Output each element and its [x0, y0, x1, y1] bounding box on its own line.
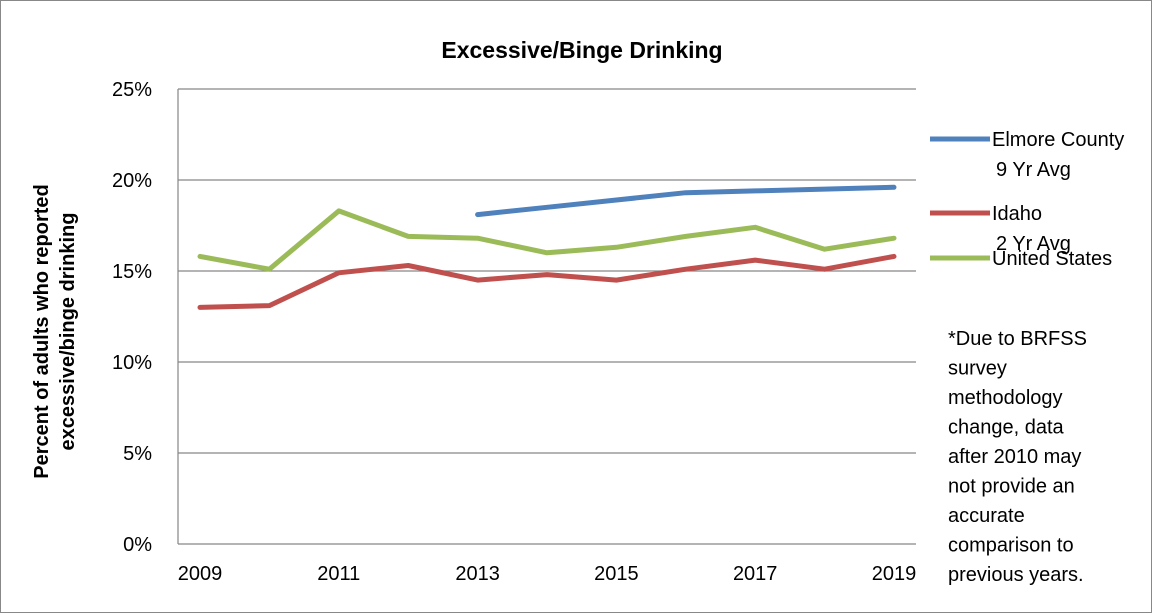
gridlines	[177, 88, 916, 545]
y-tick-label: 20%	[112, 170, 152, 192]
note-line: not provide an	[948, 476, 1075, 498]
series-line-1	[197, 253, 897, 310]
note-line: previous years.	[948, 564, 1084, 586]
note-line: survey	[948, 358, 1007, 380]
note-line: change, data	[948, 417, 1065, 439]
legend-label: Elmore County	[992, 129, 1124, 151]
x-tick-label: 2017	[733, 563, 778, 585]
y-axis-label: Percent of adults who reported excessive/…	[31, 184, 79, 478]
methodology-note: *Due to BRFSS survey methodology change, da…	[948, 328, 1087, 586]
x-tick-label: 2015	[594, 563, 639, 585]
y-axis-ticks: 0% 5% 10% 15% 20% 25%	[112, 79, 152, 556]
x-tick-label: 2013	[455, 563, 500, 585]
y-axis-title-line: Percent of adults who reported	[31, 184, 53, 478]
y-tick-label: 25%	[112, 79, 152, 101]
series-lines	[197, 184, 897, 310]
x-tick-label: 2009	[178, 563, 223, 585]
note-line: comparison to	[948, 535, 1074, 557]
y-tick-label: 5%	[123, 443, 152, 465]
note-line: accurate	[948, 505, 1025, 527]
legend: Elmore County 9 Yr Avg Idaho 2 Yr AvgUnited…	[930, 129, 1124, 270]
y-tick-label: 15%	[112, 261, 152, 283]
chart-title: Excessive/Binge Drinking	[441, 37, 722, 63]
y-tick-label: 10%	[112, 352, 152, 374]
note-line: after 2010 may	[948, 446, 1081, 468]
legend-label: Idaho	[992, 203, 1042, 225]
x-tick-label: 2011	[317, 563, 360, 585]
y-axis-title-line: excessive/binge drinking	[57, 213, 79, 451]
x-axis-ticks: 2009 2011 2013 2015 2017 2019	[178, 563, 917, 585]
series-line-2	[197, 208, 897, 272]
x-tick-label: 2019	[872, 563, 917, 585]
legend-label: 2 Yr Avg	[996, 233, 1071, 255]
y-tick-label: 0%	[123, 534, 152, 556]
note-line: *Due to BRFSS	[948, 328, 1087, 350]
legend-label: 9 Yr Avg	[996, 159, 1071, 181]
series-line-0	[475, 184, 897, 218]
legend-label: United States	[992, 248, 1112, 270]
note-line: methodology	[948, 387, 1063, 409]
